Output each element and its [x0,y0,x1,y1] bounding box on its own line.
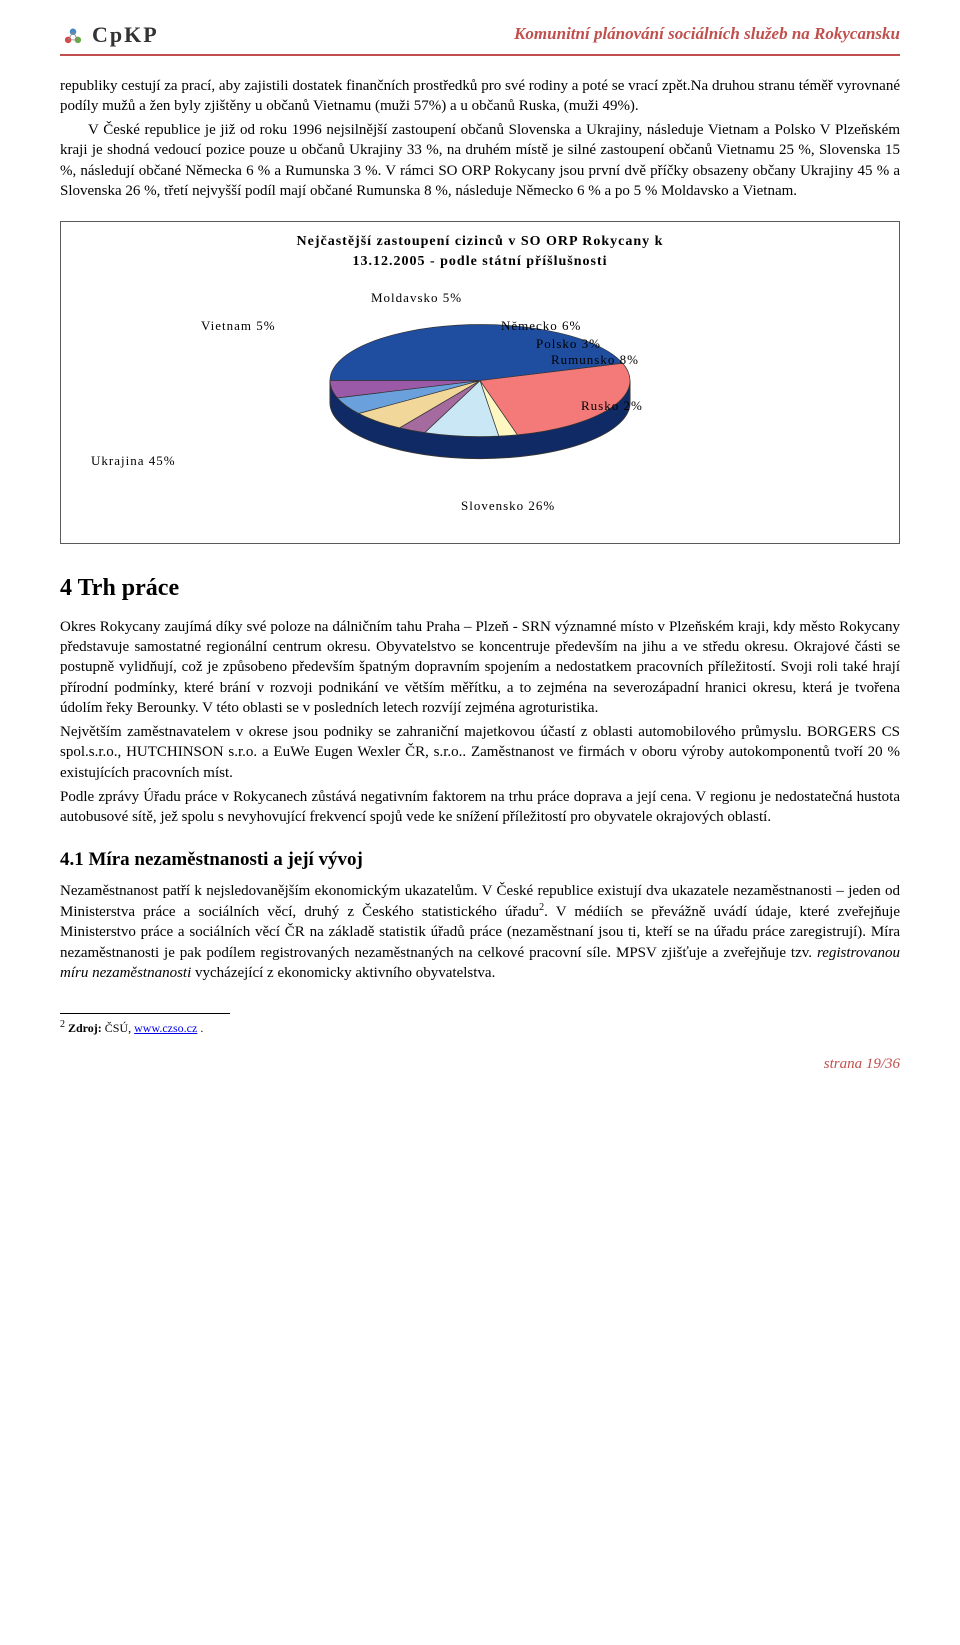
label-rumunsko: Rumunsko 8% [551,351,639,369]
paragraph-6: Nezaměstnanost patří k nejsledovanějším … [60,881,900,983]
paragraph-5: Podle zprávy Úřadu práce v Rokycanech zů… [60,787,900,828]
label-ukrajina: Ukrajina 45% [91,452,176,470]
chart-title-line1: Nejčastější zastoupení cizinců v SO ORP … [297,234,664,249]
heading-mira-nezamestnanosti: 4.1 Míra nezaměstnanosti a její vývoj [60,847,900,873]
page-header: CpKP Komunitní plánování sociálních služ… [60,20,900,56]
chart-area: Moldavsko 5% Vietnam 5% Německo 6% Polsk… [81,287,879,527]
footnote-text: ČSÚ, [102,1021,134,1035]
label-nemecko: Německo 6% [501,317,581,335]
para6d: vycházející z ekonomicky aktivního obyva… [191,965,495,981]
pie-chart-container: Nejčastější zastoupení cizinců v SO ORP … [60,221,900,544]
paragraph-4: Největším zaměstnavatelem v okrese jsou … [60,722,900,783]
footnote-separator [60,1013,230,1014]
chart-title-line2: 13.12.2005 - podle státní příšlušnosti [352,254,607,269]
logo-icon [60,22,86,48]
paragraph-3: Okres Rokycany zaujímá díky své poloze n… [60,617,900,718]
logo: CpKP [60,20,159,50]
page-footer: strana 19/36 [60,1054,900,1074]
label-rusko: Rusko 2% [581,397,643,415]
chart-title: Nejčastější zastoupení cizinců v SO ORP … [81,232,879,271]
header-title: Komunitní plánování sociálních služeb na… [159,23,900,46]
label-moldavsko: Moldavsko 5% [371,289,462,307]
footnote-link[interactable]: www.czso.cz [134,1021,197,1035]
footnote-label: Zdroj: [68,1021,102,1035]
paragraph-1: republiky cestují za prací, aby zajistil… [60,76,900,117]
heading-trh-prace: 4 Trh práce [60,572,900,604]
label-polsko: Polsko 3% [536,335,601,353]
footnote-2: 2 Zdroj: ČSÚ, www.czso.cz . [60,1018,900,1036]
label-vietnam: Vietnam 5% [201,317,276,335]
label-slovensko: Slovensko 26% [461,497,555,515]
paragraph-2: V České republice je již od roku 1996 ne… [60,120,900,201]
logo-text: CpKP [92,20,159,50]
